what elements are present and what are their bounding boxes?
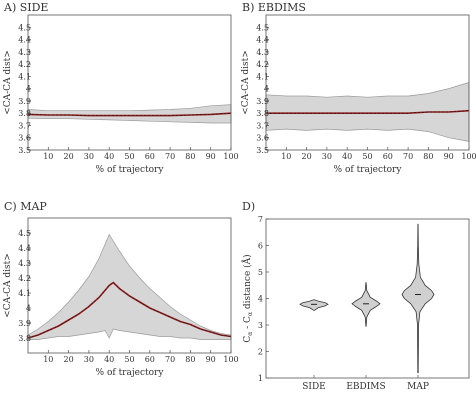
y-tick-label-map: 4.2 [18,274,31,283]
y-tick-label-side: 4 [26,85,31,94]
x-tick-label-map: 80 [185,355,195,364]
y-tick-label-map: 4.5 [18,229,31,238]
panel-label-ebdims: B) EBDIMS [242,1,306,14]
y-tick-label-side: 3.6 [18,134,31,143]
y-tick-label-side: 3.7 [18,121,31,130]
y-tick-label-ebdims: 3.5 [256,146,269,155]
x-axis-label-ebdims: % of trajectory [334,165,403,175]
y-tick-label-side: 4.2 [18,60,31,69]
x-tick-label-ebdims: 100 [461,152,476,161]
x-axis-label-map: % of trajectory [96,368,165,378]
y-tick-label-violin: 7 [258,215,263,224]
panel-label-map: C) MAP [4,200,47,213]
y-axis-label-violin: Cα - Cα distance (Å) [241,254,254,342]
x-axis-label-side: % of trajectory [96,165,165,175]
x-tick-label-map: 30 [84,355,94,364]
x-tick-label-side: 20 [64,152,74,161]
y-axis-label-side: <CA-CA dist> [3,50,13,115]
x-tick-label-ebdims: 60 [383,152,393,161]
x-tick-label-map: 10 [43,355,53,364]
y-tick-label-side: 4.5 [18,23,31,32]
y-axis-label-part: C [243,336,253,343]
y-axis-label-part: α [247,332,254,336]
y-tick-label-ebdims: 4 [264,85,269,94]
y-tick-label-map: 4.1 [18,289,31,298]
mean-line-overlay-side [27,112,232,116]
y-tick-label-side: 4.4 [18,36,31,45]
x-tick-label-map: 90 [206,355,216,364]
y-tick-label-ebdims: 4.4 [256,36,269,45]
x-tick-label-map: 60 [145,355,155,364]
panel-label-violin: D) [242,200,255,213]
mean-line-overlay-map [27,282,232,339]
violin-side [299,299,329,311]
x-tick-label-side: 70 [165,152,175,161]
x-tick-label-map: 100 [223,355,238,364]
x-tick-label-ebdims: 70 [403,152,413,161]
y-tick-label-ebdims: 3.8 [256,109,269,118]
y-tick-label-ebdims: 3.7 [256,121,269,130]
y-tick-label-ebdims: 4.2 [256,60,269,69]
violin-ebdims [351,282,381,327]
y-tick-label-map: 3.9 [18,319,31,328]
y-tick-label-side: 4.3 [18,48,31,57]
x-tick-label-violin: SIDE [302,382,326,392]
x-tick-label-violin: MAP [407,382,429,392]
x-tick-label-map: 70 [165,355,175,364]
mean-line-overlay-ebdims [266,110,470,114]
plot-frame-side [27,14,232,151]
band-map [27,233,232,340]
x-tick-label-side: 100 [223,152,238,161]
y-tick-label-side: 3.8 [18,109,31,118]
x-tick-label-side: 60 [145,152,155,161]
y-tick-label-side: 3.5 [18,146,31,155]
y-tick-label-map: 4 [26,304,31,313]
y-axis-label-part: α [247,312,254,316]
y-tick-label-side: 3.9 [18,97,31,106]
y-tick-label-violin: 1 [258,374,263,383]
x-tick-label-side: 90 [206,152,216,161]
x-tick-label-side: 50 [124,152,134,161]
y-axis-label-part: distance (Å) [241,254,253,312]
panel-label-side: A) SIDE [3,1,48,14]
x-tick-label-side: 10 [43,152,53,161]
y-tick-label-side: 4.1 [18,72,31,81]
x-tick-label-ebdims: 50 [362,152,372,161]
x-tick-label-ebdims: 30 [322,152,332,161]
y-axis-label-part: - C [243,316,253,332]
y-axis-label-map: <CA-CA dist> [3,253,13,318]
y-tick-label-ebdims: 4.3 [256,48,269,57]
y-axis-label-ebdims: <CA-CA dist> [241,50,251,115]
x-tick-label-violin: EBDIMS [346,382,385,392]
x-tick-label-map: 20 [64,355,74,364]
y-tick-label-map: 3.8 [18,334,31,343]
y-tick-label-ebdims: 3.9 [256,97,269,106]
x-tick-label-map: 40 [104,355,114,364]
x-tick-label-ebdims: 20 [302,152,312,161]
x-tick-label-ebdims: 10 [281,152,291,161]
x-tick-label-side: 30 [84,152,94,161]
x-tick-label-ebdims: 40 [342,152,352,161]
x-tick-label-ebdims: 90 [444,152,454,161]
violin-map [401,223,435,374]
band-side [27,104,232,124]
y-tick-label-map: 4.3 [18,259,31,268]
y-tick-label-ebdims: 4.1 [256,72,269,81]
y-tick-label-ebdims: 3.6 [256,134,269,143]
y-tick-label-map: 4.4 [18,244,31,253]
y-tick-label-violin: 4 [258,295,263,304]
y-tick-label-violin: 6 [258,242,263,251]
x-tick-label-side: 40 [104,152,114,161]
y-tick-label-ebdims: 4.5 [256,23,269,32]
y-tick-label-violin: 3 [258,321,263,330]
y-tick-label-violin: 2 [258,348,263,357]
x-tick-label-map: 50 [124,355,134,364]
x-tick-label-ebdims: 80 [423,152,433,161]
x-tick-label-side: 80 [185,152,195,161]
y-tick-label-violin: 5 [258,268,263,277]
